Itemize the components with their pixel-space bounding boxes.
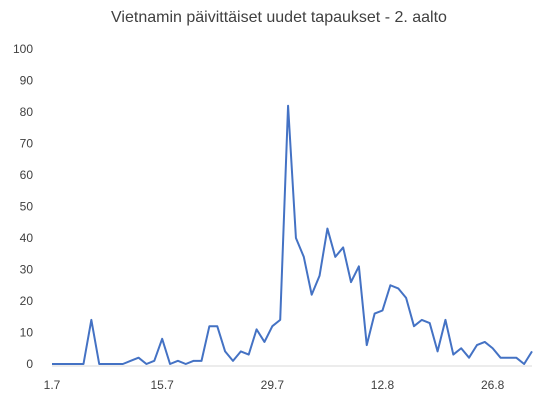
series-line xyxy=(52,104,533,365)
y-tick-label: 0 xyxy=(26,357,33,371)
y-tick-label: 30 xyxy=(20,263,34,277)
y-tick-label: 90 xyxy=(20,74,34,88)
x-tick-label: 1.7 xyxy=(44,378,61,392)
y-tick-label: 100 xyxy=(13,42,33,56)
y-axis-ticks: 0 10 20 30 40 50 60 70 80 90 100 xyxy=(13,42,33,371)
x-axis-ticks: 1.7 15.7 29.7 12.8 26.8 xyxy=(44,378,505,392)
y-tick-label: 50 xyxy=(20,200,34,214)
y-tick-label: 60 xyxy=(20,168,34,182)
chart-title: Vietnamin päivittäiset uudet tapaukset -… xyxy=(111,9,447,26)
y-tick-label: 10 xyxy=(20,326,34,340)
y-tick-label: 80 xyxy=(20,105,34,119)
x-tick-label: 29.7 xyxy=(261,378,285,392)
x-tick-label: 15.7 xyxy=(150,378,174,392)
x-tick-label: 26.8 xyxy=(481,378,505,392)
y-tick-label: 70 xyxy=(20,137,34,151)
x-tick-label: 12.8 xyxy=(371,378,395,392)
y-tick-label: 20 xyxy=(20,294,34,308)
y-tick-label: 40 xyxy=(20,231,34,245)
